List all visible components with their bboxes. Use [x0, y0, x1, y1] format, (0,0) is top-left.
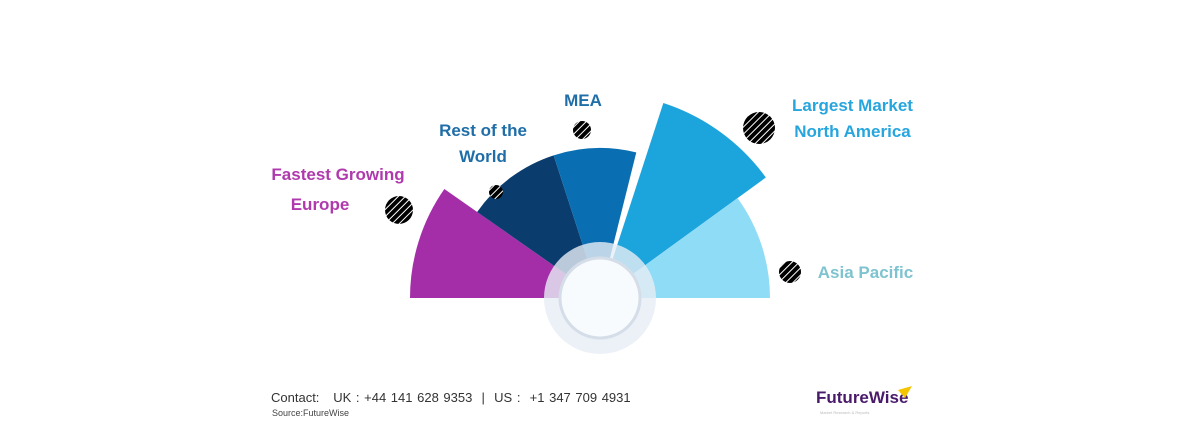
- label-north-america: Largest Market North America: [780, 93, 925, 145]
- label-europe: Fastest Growing Europe: [258, 162, 418, 218]
- label-apac-line1: Asia Pacific: [817, 263, 914, 282]
- source-note: Source:FutureWise: [272, 408, 350, 418]
- hub-circle: [558, 256, 642, 340]
- label-row-line2: World: [459, 147, 507, 166]
- label-na-line2: North America: [794, 122, 911, 141]
- label-europe-line1: Fastest Growing: [271, 165, 405, 184]
- hatched-dot-icon: [385, 196, 413, 224]
- futurewise-logo: FutureWise: [816, 388, 909, 407]
- label-mea-line1: MEA: [564, 91, 602, 110]
- logo-tagline: Market Research & Reports: [820, 410, 870, 415]
- hatched-dot-icon: [489, 185, 503, 199]
- label-europe-line2: Europe: [290, 195, 350, 214]
- label-rest-of-world: Rest of the World: [418, 118, 548, 170]
- hatched-dot-icon: [573, 121, 591, 139]
- label-na-line1: Largest Market: [792, 96, 913, 115]
- hatched-dot-icon: [779, 261, 801, 283]
- sector-mea: [553, 148, 637, 298]
- label-row-line1: Rest of the: [439, 121, 527, 140]
- label-asia-pacific: Asia Pacific: [808, 260, 923, 286]
- hatched-dot-icon: [743, 112, 775, 144]
- contact-info: Contact: UK : +44 141 628 9353 | US : +1…: [271, 390, 631, 405]
- sector-north-america: [600, 103, 766, 298]
- label-mea: MEA: [543, 88, 623, 114]
